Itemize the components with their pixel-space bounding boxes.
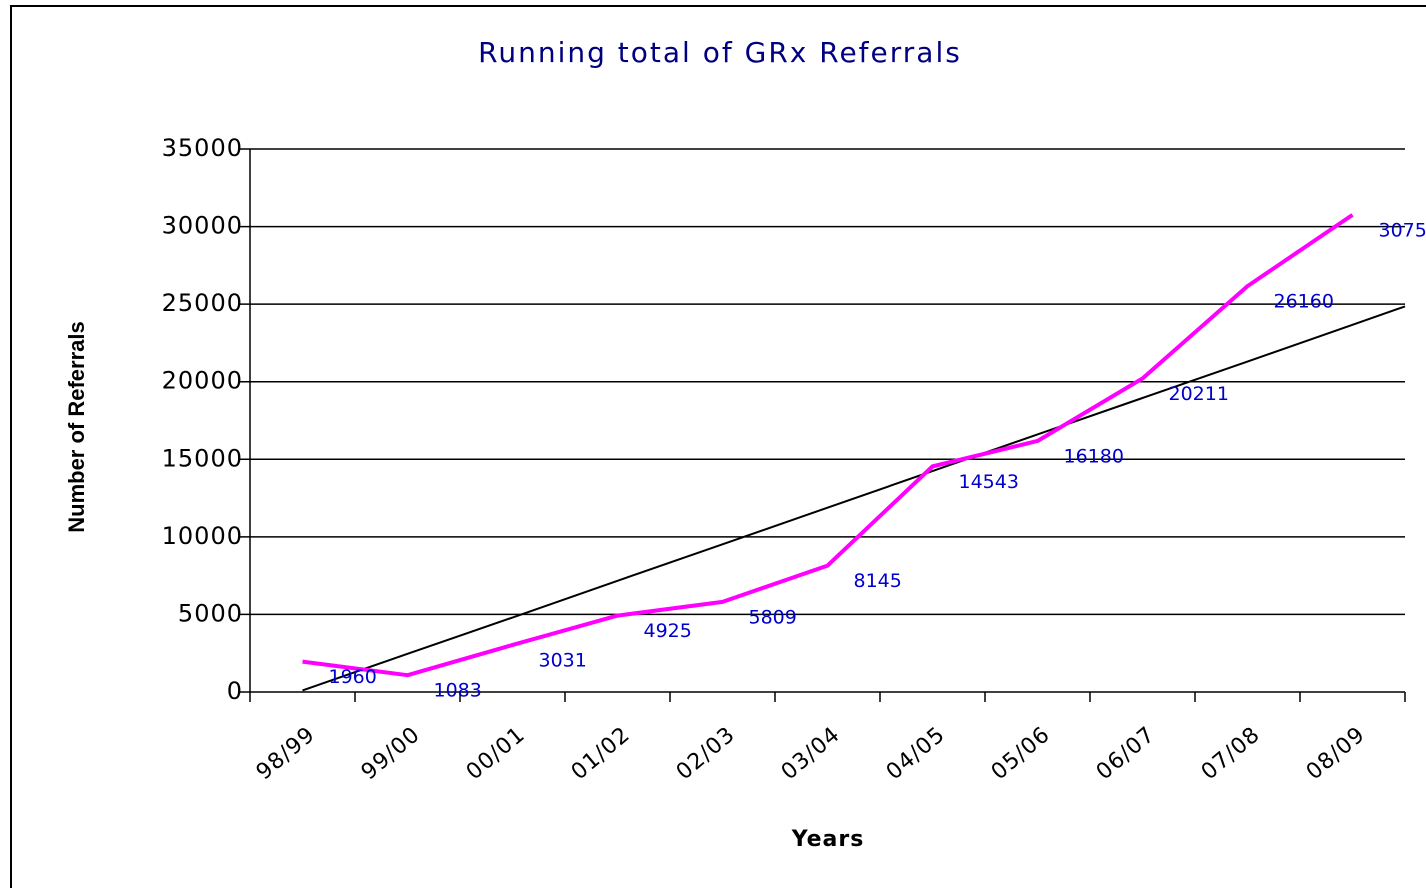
data-label: 1083 <box>434 680 482 702</box>
data-label: 26160 <box>1274 291 1334 313</box>
trendline <box>302 305 1406 692</box>
data-line <box>302 213 1354 678</box>
y-tick-label: 15000 <box>162 444 243 472</box>
y-tick-label: 0 <box>227 677 243 705</box>
data-label: 4925 <box>644 620 692 642</box>
data-label: 8145 <box>854 570 902 592</box>
x-axis-title: Years <box>791 827 865 852</box>
y-tick-label: 20000 <box>162 367 243 395</box>
y-tick-label: 10000 <box>162 522 243 550</box>
data-label: 1960 <box>329 666 377 688</box>
y-axis-title: Number of Referrals <box>64 321 89 533</box>
data-label: 16180 <box>1064 445 1124 467</box>
data-label: 14543 <box>959 471 1019 493</box>
data-label: 3031 <box>539 649 587 671</box>
y-tick-label: 5000 <box>178 599 243 627</box>
data-label: 5809 <box>749 606 797 628</box>
chart-frame <box>10 5 1426 888</box>
chart-title: Running total of GRx Referrals <box>478 36 962 69</box>
data-label: 30756 <box>1379 219 1426 241</box>
y-tick-label: 30000 <box>162 212 243 240</box>
y-tick-label: 35000 <box>162 134 243 162</box>
data-label: 20211 <box>1169 383 1229 405</box>
y-tick-label: 25000 <box>162 289 243 317</box>
